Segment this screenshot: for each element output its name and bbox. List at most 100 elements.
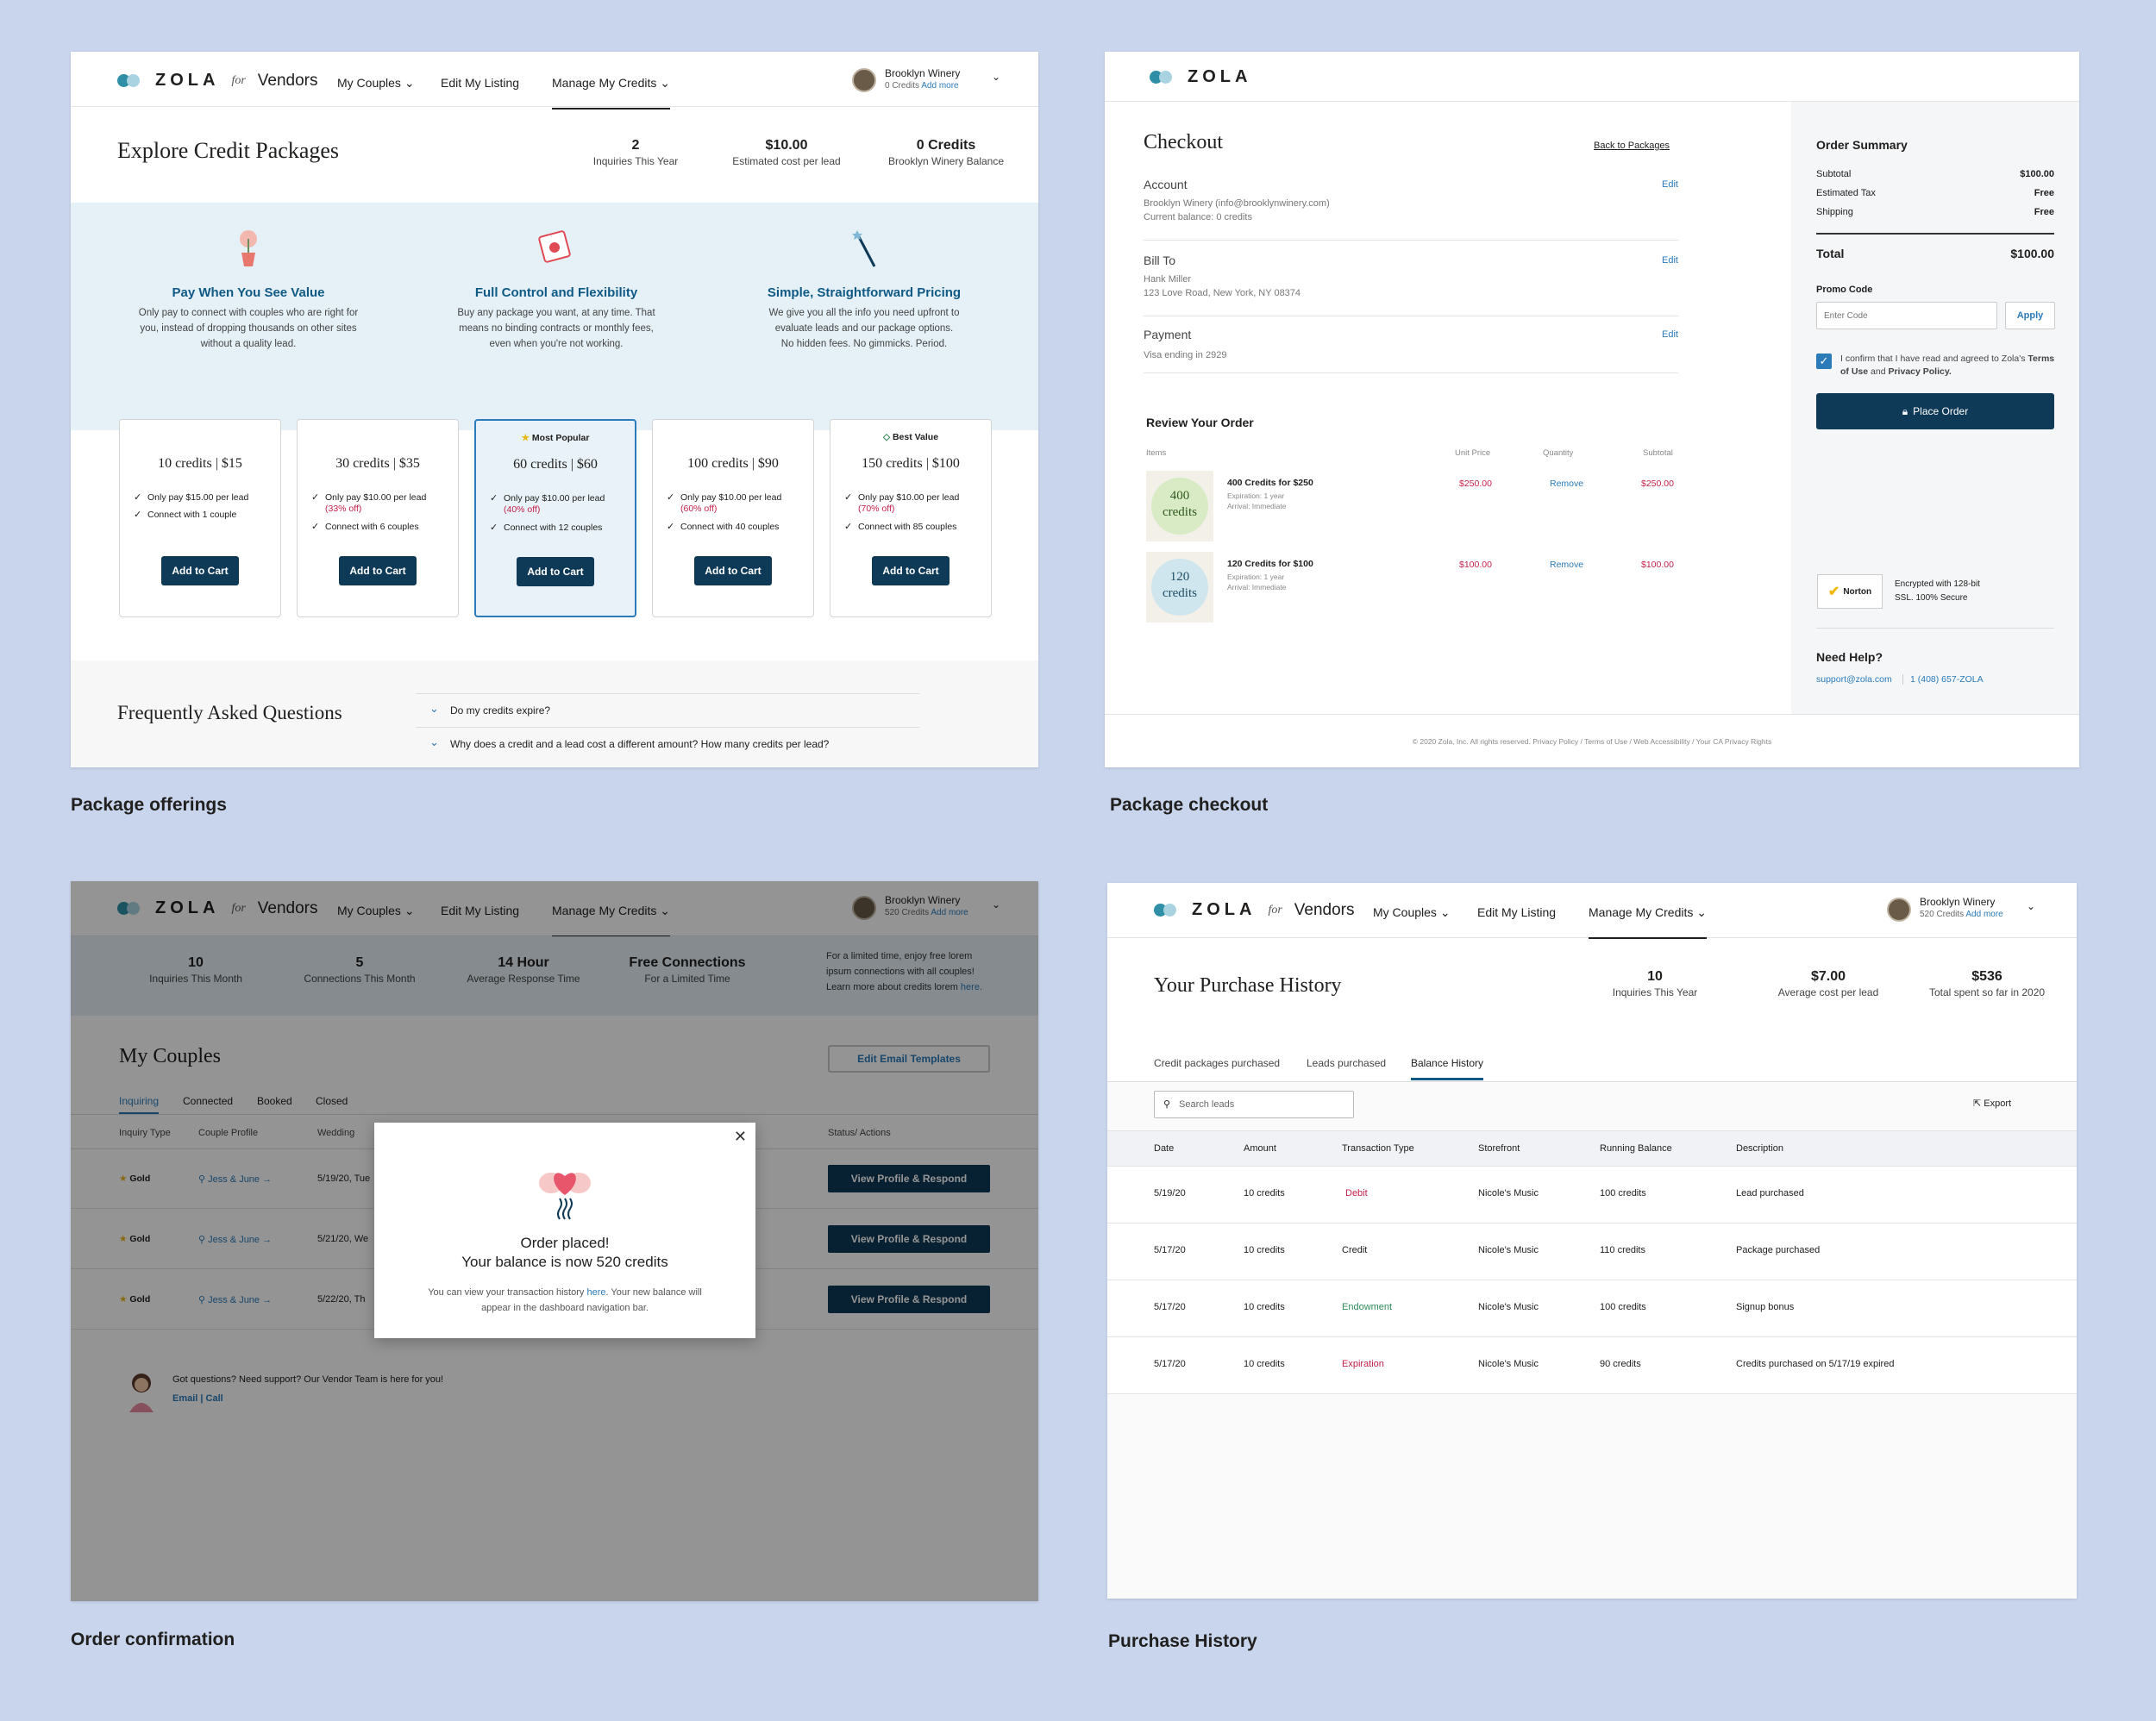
email-call-link[interactable]: Email | Call — [172, 1393, 223, 1404]
faq-item[interactable]: ⌄ Why does a credit and a lead cost a di… — [416, 728, 919, 762]
avatar[interactable] — [1887, 898, 1911, 922]
row-date: 5/17/20 — [1154, 1245, 1186, 1255]
view-profile-respond-button[interactable]: View Profile & Respond — [828, 1286, 990, 1313]
promo-code-input[interactable] — [1816, 302, 1997, 329]
logo-vendors: Vendors — [1294, 900, 1355, 919]
unit-price: $100.00 — [1459, 560, 1492, 570]
lock-icon: 🔒︎ — [1902, 404, 1908, 417]
add-to-cart-button[interactable]: Add to Cart — [339, 556, 417, 585]
edit-bill-link[interactable]: Edit — [1662, 255, 1678, 266]
nav-edit-listing[interactable]: Edit My Listing — [441, 904, 520, 917]
remove-item-link[interactable]: Remove — [1550, 479, 1584, 489]
nav-my-couples[interactable]: My Couples ⌄ — [337, 904, 415, 918]
nav-edit-listing[interactable]: Edit My Listing — [1477, 905, 1557, 919]
package-title: 100 credits | $90 — [687, 456, 779, 471]
row-storefront: Nicole's Music — [1478, 1359, 1539, 1369]
package-card-30[interactable]: 30 credits | $35 Only pay $10.00 per lea… — [297, 419, 459, 617]
zola-logo[interactable]: ZOLA for Vendors — [117, 71, 318, 91]
account-chevron-icon[interactable]: ⌄ — [2027, 900, 2036, 912]
person-icon: ⚲ — [198, 1174, 206, 1185]
secure-text: Encrypted with 128-bit SSL. 100% Secure — [1895, 578, 1980, 605]
export-button[interactable]: ⇱ Export — [1973, 1098, 2011, 1109]
place-order-button[interactable]: 🔒︎ Place Order — [1816, 393, 2054, 429]
edit-payment-link[interactable]: Edit — [1662, 329, 1678, 340]
credits-circle: 400 credits — [1151, 478, 1208, 535]
edit-email-templates-button[interactable]: Edit Email Templates — [828, 1045, 990, 1073]
nav-manage-credits[interactable]: Manage My Credits ⌄ — [552, 76, 671, 110]
tab-closed[interactable]: Closed — [316, 1095, 348, 1107]
need-help-title: Need Help? — [1816, 650, 1883, 664]
logo-wordmark: ZOLA — [155, 898, 220, 917]
tab-connected[interactable]: Connected — [183, 1095, 234, 1107]
section-label: Bill To — [1144, 253, 1176, 267]
add-to-cart-button[interactable]: Add to Cart — [694, 556, 772, 585]
couple-link[interactable]: ⚲ Jess & June → — [198, 1174, 273, 1185]
couple-link[interactable]: ⚲ Jess & June → — [198, 1235, 273, 1245]
nav-my-couples[interactable]: My Couples ⌄ — [337, 76, 415, 91]
back-to-packages-link[interactable]: Back to Packages — [1594, 141, 1670, 151]
confirm-checkbox[interactable]: ✓ — [1816, 354, 1832, 369]
close-icon[interactable]: ✕ — [733, 1128, 747, 1145]
logo-wordmark: ZOLA — [1192, 900, 1257, 919]
add-to-cart-button[interactable]: Add to Cart — [872, 556, 950, 585]
tab-balance-history[interactable]: Balance History — [1411, 1057, 1484, 1080]
nav-my-couples[interactable]: My Couples ⌄ — [1373, 905, 1451, 920]
magic-wand-icon — [850, 228, 881, 268]
nav-manage-credits-label: Manage My Credits — [552, 76, 657, 90]
add-more-link[interactable]: Add more — [931, 908, 968, 917]
add-to-cart-button[interactable]: Add to Cart — [161, 556, 239, 585]
account-chevron-icon[interactable]: ⌄ — [992, 71, 1001, 83]
avatar[interactable] — [852, 896, 876, 920]
package-card-150[interactable]: ◇ Best Value 150 credits | $100 Only pay… — [830, 419, 992, 617]
tab-leads-purchased[interactable]: Leads purchased — [1307, 1057, 1387, 1069]
remove-item-link[interactable]: Remove — [1550, 560, 1584, 570]
zola-logo[interactable]: ZOLA — [1150, 67, 1251, 87]
edit-account-link[interactable]: Edit — [1662, 179, 1678, 190]
stat-total-spent: $536 Total spent so far in 2020 — [1901, 969, 2073, 1000]
search-leads-input[interactable]: ⚲ Search leads — [1154, 1091, 1354, 1118]
row-balance: 100 credits — [1600, 1302, 1646, 1312]
zola-heart-icon — [1154, 903, 1183, 918]
tab-credit-packages[interactable]: Credit packages purchased — [1154, 1057, 1281, 1069]
person-icon: ⚲ — [198, 1235, 206, 1245]
transaction-history-link[interactable]: here — [586, 1287, 606, 1298]
credits-number: 400 — [1169, 489, 1190, 503]
privacy-link[interactable]: Privacy Policy. — [1888, 366, 1952, 377]
add-more-link[interactable]: Add more — [921, 81, 959, 91]
support-email-link[interactable]: support@zola.com — [1816, 674, 1892, 685]
view-profile-respond-button[interactable]: View Profile & Respond — [828, 1225, 990, 1253]
faq-item[interactable]: ⌄ Do my credits expire? — [416, 693, 919, 728]
couple-link[interactable]: ⚲ Jess & June → — [198, 1295, 273, 1305]
view-profile-respond-button[interactable]: View Profile & Respond — [828, 1165, 990, 1192]
tab-inquiring[interactable]: Inquiring — [119, 1095, 160, 1114]
controls-icon — [536, 228, 574, 266]
apply-promo-button[interactable]: Apply — [2005, 302, 2055, 329]
vendor-name: Brooklyn Winery — [1920, 896, 1996, 908]
zola-logo[interactable]: ZOLA for Vendors — [1154, 900, 1355, 920]
my-couples-title: My Couples — [119, 1045, 222, 1067]
support-phone-link[interactable]: 1 (408) 657-ZOLA — [1902, 674, 1984, 685]
zola-logo[interactable]: ZOLA for Vendors — [117, 898, 318, 918]
package-feature: Connect with 6 couples — [311, 522, 453, 533]
stats-banner: 10 Inquiries This Month 5 Connections This… — [71, 936, 1038, 1016]
secure-line: SSL. 100% Secure — [1895, 593, 1968, 603]
nav-manage-credits[interactable]: Manage My Credits ⌄ — [1589, 905, 1708, 939]
package-card-60[interactable]: ★ Most Popular 60 credits | $60 Only pay… — [474, 419, 636, 617]
row-type: Expiration — [1342, 1359, 1384, 1369]
avatar[interactable] — [852, 68, 876, 92]
promo-here-link[interactable]: here. — [960, 982, 982, 992]
account-chevron-icon[interactable]: ⌄ — [992, 898, 1001, 911]
add-more-link[interactable]: Add more — [1965, 910, 2003, 919]
credits-number: 120 — [1169, 570, 1190, 584]
package-card-10[interactable]: 10 credits | $15 Only pay $15.00 per lea… — [119, 419, 281, 617]
package-card-100[interactable]: 100 credits | $90 Only pay $10.00 per le… — [652, 419, 814, 617]
credits-count: 520 Credits — [1920, 910, 1965, 919]
terms-link[interactable]: Terms of Use — [1840, 354, 2055, 377]
table-row: 5/17/20 10 credits Endowment Nicole's Mu… — [1107, 1280, 2077, 1337]
checkout-nav: ZOLA — [1105, 52, 2079, 102]
add-to-cart-button[interactable]: Add to Cart — [517, 557, 594, 586]
confirm-text-b: Zola's — [2001, 354, 2026, 364]
stat-label: Brooklyn Winery Balance — [887, 155, 1005, 167]
tab-booked[interactable]: Booked — [257, 1095, 292, 1107]
nav-edit-listing[interactable]: Edit My Listing — [441, 76, 520, 90]
